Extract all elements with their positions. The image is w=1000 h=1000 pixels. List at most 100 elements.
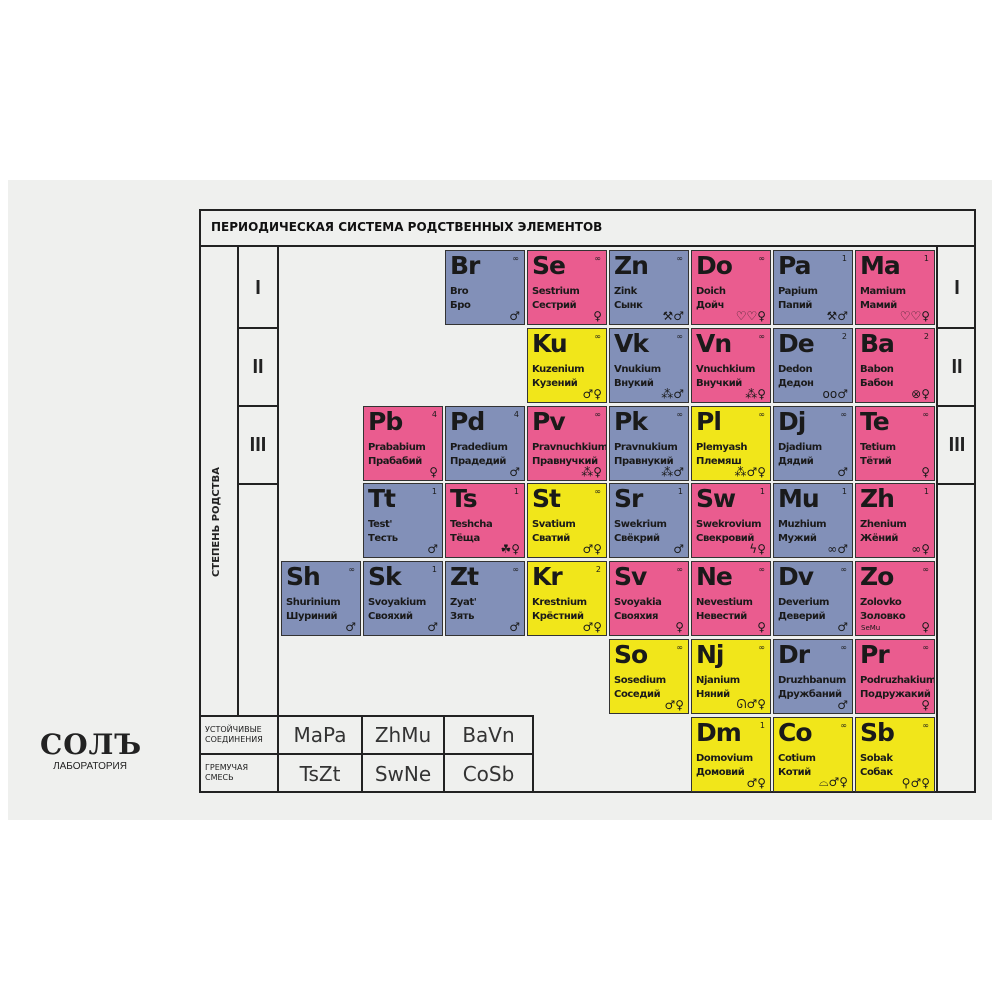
brand-logo: СОЛЪ ЛАБОРАТОРИЯ <box>40 728 143 772</box>
element-cyrillic-name: Тесть <box>368 533 398 545</box>
element-kr: Kr 2 Krestnium Крёстний ♂♀ <box>527 561 607 637</box>
element-number: ∞ <box>676 565 683 575</box>
divider <box>237 483 279 485</box>
element-symbol: Sr <box>614 484 643 514</box>
element-latin-name: Swekrovium <box>696 519 762 531</box>
row-label-3: III <box>249 433 267 456</box>
element-number: ∞ <box>512 565 519 575</box>
element-icons: ⁂♂ <box>661 464 684 479</box>
divider <box>277 247 279 793</box>
element-latin-name: Mamium <box>860 286 906 297</box>
element-symbol: Pv <box>532 406 566 436</box>
element-cyrillic-name: Дедон <box>778 377 814 389</box>
element-cyrillic-name: Крёстний <box>532 611 584 623</box>
logo-subtitle: ЛАБОРАТОРИЯ <box>53 761 127 772</box>
element-cyrillic-name: Внукий <box>614 377 654 389</box>
element-symbol: Dj <box>778 406 806 436</box>
element-latin-name: Njanium <box>696 675 740 686</box>
element-number: ∞ <box>840 565 847 575</box>
element-number: ∞ <box>676 254 683 263</box>
element-latin-name: Deverium <box>778 597 830 609</box>
element-symbol: Vk <box>614 328 649 358</box>
element-icons: ♂♀ <box>582 542 602 557</box>
element-latin-name: Svoyakium <box>368 597 426 609</box>
element-number: 1 <box>513 487 519 497</box>
element-icons: oo♂ <box>822 386 848 401</box>
element-cyrillic-name: Шуриний <box>286 611 338 623</box>
element-tt: Tt 1 Test' Тесть ♂ <box>363 483 443 559</box>
element-latin-name: Tetium <box>860 441 896 453</box>
element-symbol: Ba <box>860 328 895 358</box>
element-icons: ⚒♂ <box>826 309 848 323</box>
element-symbol: Te <box>860 406 890 436</box>
element-symbol: Tt <box>368 484 396 514</box>
element-sv: Sv ∞ Svoyakia Свояхия ♀ <box>609 561 689 637</box>
element-number: 1 <box>677 487 683 497</box>
row-label-3-right: III <box>948 433 966 456</box>
element-cyrillic-name: Соседий <box>614 689 661 700</box>
divider <box>361 715 363 793</box>
element-zt: Zt ∞ Zyat' Зять ♂ <box>445 561 525 637</box>
element-latin-name: Djadium <box>778 441 822 453</box>
element-icons: ♀ <box>675 620 684 635</box>
element-cyrillic-name: Дойч <box>696 300 725 311</box>
element-cyrillic-name: Папий <box>778 300 813 311</box>
element-latin-name: Domovium <box>696 752 753 764</box>
element-note: SeMu <box>861 624 881 633</box>
element-icons: ♂♀ <box>582 386 602 401</box>
element-st: St ∞ Svatium Сватий ♂♀ <box>527 483 607 559</box>
element-latin-name: Sosedium <box>614 675 666 686</box>
element-vk: Vk ∞ Vnukium Внукий ⁂♂ <box>609 327 689 403</box>
element-icons: ♂ <box>427 542 438 557</box>
element-symbol: Zt <box>450 562 479 592</box>
element-number: ∞ <box>758 409 765 419</box>
element-number: ∞ <box>348 565 355 575</box>
element-cyrillic-name: Бро <box>450 300 471 311</box>
element-ba: Ba 2 Babon Бабон ⊗♀ <box>855 327 935 403</box>
element-number: ∞ <box>758 565 765 575</box>
element-cyrillic-name: Котий <box>778 766 811 778</box>
element-symbol: Do <box>696 251 733 280</box>
element-icons: ♀ <box>921 698 930 712</box>
element-icons: ☘♀ <box>500 542 520 557</box>
element-icons: ∞♀ <box>911 542 930 557</box>
element-number: ∞ <box>758 643 765 652</box>
element-number: ∞ <box>594 254 601 263</box>
element-symbol: Kr <box>532 562 563 592</box>
element-icons: ♂♀ <box>582 620 602 635</box>
element-symbol: Pd <box>450 406 485 436</box>
element-dm: Dm 1 Domovium Домовий ♂♀ <box>691 716 771 792</box>
element-number: ∞ <box>676 331 683 341</box>
element-number: 1 <box>841 254 847 263</box>
element-number: ∞ <box>758 331 765 341</box>
element-mu: Mu 1 Muzhium Мужий ∞♂ <box>773 483 853 559</box>
element-se: Se ∞ Sestrium Сестрий ♀ <box>527 250 607 325</box>
element-icons: ♀ <box>921 464 930 479</box>
element-number: ∞ <box>922 565 929 575</box>
element-number: ∞ <box>922 720 929 730</box>
element-latin-name: Prababium <box>368 441 426 453</box>
element-ku: Ku ∞ Kuzenium Кузений ♂♀ <box>527 327 607 403</box>
element-symbol: Vn <box>696 328 732 358</box>
element-latin-name: Pravnuchkium <box>532 441 607 453</box>
element-co: Co ∞ Cotium Котий ⌓♂♀ <box>773 716 853 792</box>
element-sk: Sk 1 Svoyakium Свояхий ♂ <box>363 561 443 637</box>
element-symbol: Sh <box>286 562 321 592</box>
element-symbol: Dr <box>778 640 810 669</box>
element-number: 4 <box>513 409 519 419</box>
compound-explosive: TsZt <box>299 762 341 786</box>
element-pl: Pl ∞ Plemyash Племяш ⁂♂♀ <box>691 405 771 481</box>
element-latin-name: Podruzhakium <box>860 675 935 686</box>
element-dv: Dv ∞ Deverium Деверий ♂ <box>773 561 853 637</box>
element-te: Te ∞ Tetium Тётий ♀ <box>855 405 935 481</box>
logo-name: СОЛЪ <box>40 728 143 761</box>
element-zo: Zo ∞ Zolovko Золовко ♀ SeMu <box>855 561 935 637</box>
element-cyrillic-name: Домовий <box>696 766 745 778</box>
element-icons: ⁂♂ <box>661 386 684 401</box>
element-cyrillic-name: Прадедий <box>450 455 507 467</box>
element-icons: ♀ <box>757 620 766 635</box>
element-symbol: Nj <box>696 640 724 669</box>
element-icons: ♂ <box>837 464 848 479</box>
element-do: Do ∞ Doich Дойч ♡♡♀ <box>691 250 771 325</box>
element-latin-name: Pravnukium <box>614 441 678 453</box>
